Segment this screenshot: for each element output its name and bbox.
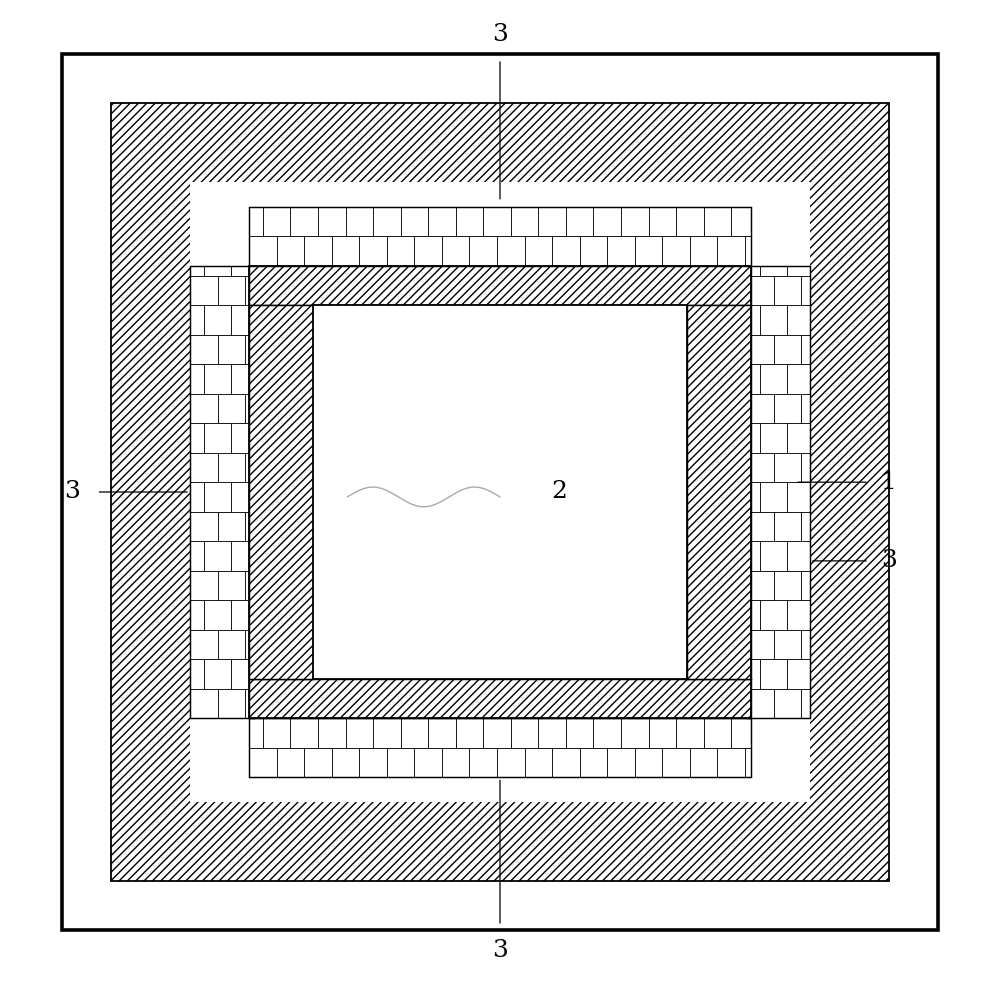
Bar (249, 207, 751, 266)
Bar (313, 305, 687, 679)
Bar (62, 54, 938, 930)
Bar (249, 266, 751, 718)
Text: 1: 1 (881, 470, 897, 494)
Bar (111, 103, 889, 881)
Text: 3: 3 (492, 23, 508, 46)
Text: 3: 3 (64, 480, 80, 504)
Text: 2: 2 (551, 480, 567, 504)
Bar (249, 718, 751, 777)
Text: 3: 3 (492, 939, 508, 962)
Bar (249, 305, 313, 679)
Bar (190, 182, 810, 802)
Text: 3: 3 (881, 549, 897, 573)
Bar (249, 266, 751, 305)
Bar (190, 266, 254, 718)
Bar (249, 679, 751, 718)
Bar (746, 266, 810, 718)
Bar (687, 305, 751, 679)
